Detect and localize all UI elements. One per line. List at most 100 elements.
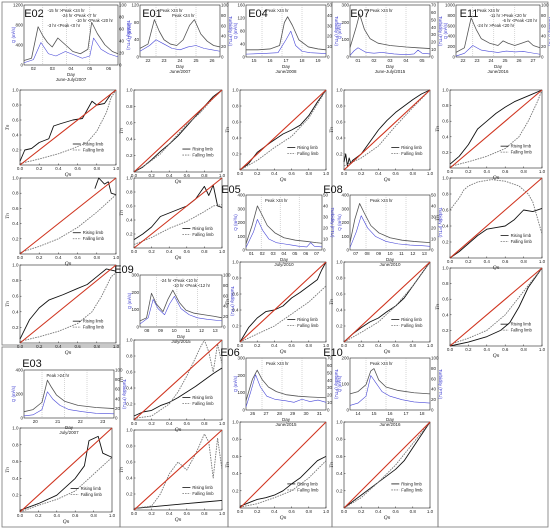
x-tick-label: 0.8 [201,421,208,426]
x-tick-label: 11 [185,328,190,333]
y-tick-label: 80 [240,29,246,34]
x-axis-title: Day [386,64,395,69]
hysteresis-E05: 0.0 0.2 0.4 0.6 0.8 1.0 0.2 0.4 0.6 0.8 1.0 Qn Tn Ris… [225,260,330,356]
y2-axis-label: Turbidity (FTU) [438,16,443,47]
x-tick-label: 27 [263,411,269,416]
x-tick-label: 1.0 [539,347,546,352]
falling-limb-line [343,89,431,167]
x-tick-label: 1.0 [539,259,546,264]
y-axis-label: Tn [435,126,441,132]
y-tick-label: 1.0 [442,266,449,271]
x-tick-label: 0.0 [237,343,244,348]
y-axis-label: Tn [329,462,335,468]
x-tick-label: 0.4 [271,171,278,176]
y-tick-label: 300 [237,356,245,361]
x-tick-label: 0.0 [131,249,138,254]
x-tick-label: 0.8 [410,171,417,176]
event-title: E02 [24,8,44,20]
plot-area [245,357,327,411]
y-tick-label: 200 [341,356,349,361]
x-tick-label: 0.6 [502,169,509,174]
plot-area [19,427,113,513]
plot-area [139,4,221,58]
x-tick-label: 0.6 [72,513,79,518]
falling-limb-line [239,89,327,171]
annotation: Peak >24 hr [47,373,70,378]
x-tick-label: 0.2 [36,166,43,171]
y-tick-label: 1.0 [442,88,449,93]
plot-area [139,274,223,328]
legend-label-rising: Rising limb [297,317,318,322]
x-tick-label: 0.4 [375,343,382,348]
x-tick-label: 03 [387,58,393,63]
x-axis-label: Qn [175,255,182,261]
x-tick-label: 1.0 [113,166,120,171]
y-tick-label: 0.4 [336,308,343,313]
y-axis-label: Q (m³/s) [233,22,238,39]
y2-tick-label: 0 [221,55,224,60]
y2-tick-label: 40 [327,378,333,383]
plot-area [343,261,431,343]
y-tick-label: 300 [341,206,349,211]
y-tick-label: 0.2 [336,488,343,493]
hysteresis-E02: 0.0 0.2 0.4 0.6 0.8 1.0 0.2 0.4 0.6 0.8 1.0 Qn Tn Ris… [5,176,120,268]
x-tick-label: 05 [419,58,425,63]
x-tick-label: 0.2 [148,511,155,516]
y2-tick-label: 70 [327,356,333,361]
hydrograph-line [349,203,431,244]
x-tick-label: 0.6 [288,509,295,514]
plot-area [245,194,323,251]
hysteresis-E01: 0.0 0.2 0.4 0.6 0.8 1.0 0.2 0.4 0.6 0.8 1.0 Qn Tn Ris… [119,176,226,262]
x-tick-label: 0.4 [166,421,173,426]
rising-limb-line [449,207,543,259]
x-axis-date: June/2008 [275,69,297,74]
one-to-one-line [239,421,327,509]
y2-tick-label: 40 [115,396,121,401]
legend-label-rising: Rising limb [81,486,102,491]
y-tick-label: 0.2 [232,488,239,493]
x-axis-label: Qn [493,353,500,359]
x-tick-label: 0.6 [74,166,81,171]
hydrograph-line [455,45,541,57]
plot-area [455,4,541,58]
x-tick-label: 0.4 [271,509,278,514]
hydrograph-line [23,37,119,64]
y2-tick-label: 80 [223,283,229,288]
y-tick-label: 120 [237,16,245,21]
hysteresis-E02: 0.0 0.2 0.4 0.6 0.8 1.0 0.2 0.4 0.6 0.8 1.0 Qn Tn Ris… [5,263,120,357]
x-tick-label: 0.6 [288,343,295,348]
x-tick-label: 0.2 [358,171,365,176]
y-tick-label: 40 [240,42,246,47]
y2-tick-label: 30 [327,23,333,28]
x-tick-label: 0.4 [55,255,62,260]
rising-limb-line [19,268,117,340]
hydrograph-line [139,289,223,322]
y2-tick-label: 70 [431,3,437,8]
x-tick-label: 22 [78,419,84,424]
x-axis-title: Day [282,64,291,69]
y2-tick-label: 0 [327,55,330,60]
legend-label-falling: Falling limb [297,151,319,156]
legend-label-falling: Falling limb [83,236,105,241]
legend-label-falling: Falling limb [192,401,214,406]
hydrograph-line [245,369,327,401]
x-tick-label: 1.0 [323,509,330,514]
x-tick-label: 06 [303,251,309,256]
y2-axis-label: Turbidity (FTU) [438,369,443,400]
y-tick-label: 0 [346,248,349,253]
y-tick-label: 0.2 [126,402,133,407]
x-tick-label: 03 [271,251,277,256]
x-tick-label: 04 [68,66,74,71]
y-tick-label: 0.8 [232,104,239,109]
x-tick-label: 0.2 [254,509,261,514]
hydrograph-line [23,391,115,417]
annotation: Peak >24 hr [265,198,288,203]
x-tick-label: 0.0 [131,421,138,426]
x-tick-label: 0.2 [35,513,42,518]
falling-limb-line [343,421,431,509]
rising-limb-line [133,367,223,417]
legend-label-falling: Falling limb [81,492,103,497]
legend-label-falling: Falling limb [511,239,533,244]
x-axis-title: Day [65,425,74,430]
x-tick-label: 02 [371,58,377,63]
